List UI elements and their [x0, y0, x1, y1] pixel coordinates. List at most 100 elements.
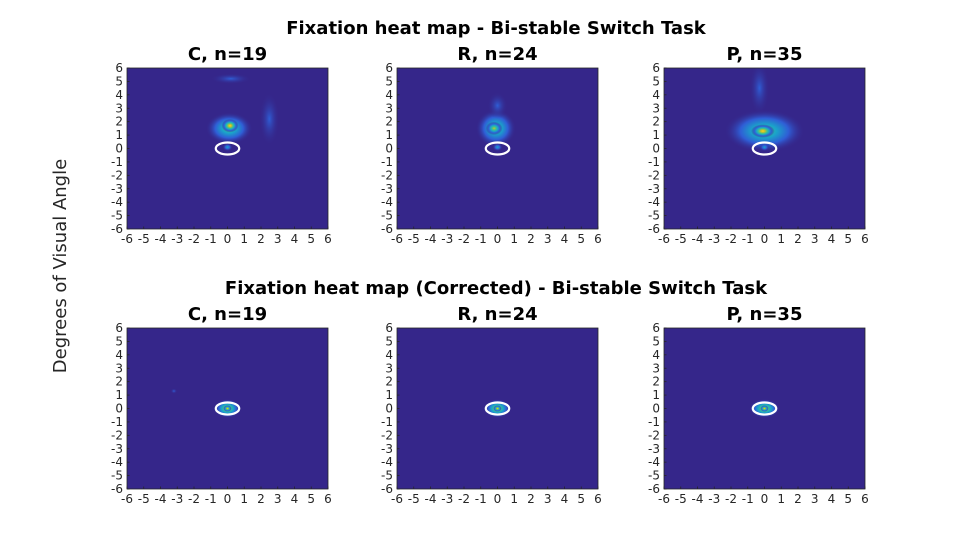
y-tick-label: 4 — [385, 88, 393, 102]
y-tick-label: -5 — [111, 469, 123, 483]
x-tick-label: 6 — [594, 492, 602, 506]
y-tick-label: 1 — [115, 388, 123, 402]
y-tick-label: -3 — [381, 442, 393, 456]
y-tick-label: 6 — [652, 61, 660, 75]
y-tick-label: -6 — [111, 482, 123, 496]
x-tick-label: -4 — [425, 492, 437, 506]
x-tick-label: 6 — [324, 232, 332, 246]
x-tick-label: -5 — [138, 492, 150, 506]
y-tick-label: -2 — [111, 168, 123, 182]
y-tick-label: -3 — [648, 182, 660, 196]
x-tick-label: 0 — [761, 492, 769, 506]
heatmap-panel: -6 -5 -4 -3 -2 -1 0 1 2 3 4 5 66543210-1-2-3-4-5-6P,… — [648, 44, 869, 246]
x-tick-label: -1 — [742, 232, 754, 246]
x-tick-label: -3 — [171, 492, 183, 506]
hotspot — [210, 73, 251, 85]
y-tick-label: 4 — [652, 88, 660, 102]
x-tick-label: 4 — [291, 232, 299, 246]
y-tick-label: -4 — [111, 195, 123, 209]
y-tick-label: 5 — [385, 334, 393, 348]
x-tick-label: -6 — [658, 492, 670, 506]
y-tick-label: 2 — [652, 115, 660, 129]
y-tick-label: 5 — [115, 74, 123, 88]
y-tick-label: 4 — [385, 348, 393, 362]
y-tick-label: -5 — [111, 209, 123, 223]
y-tick-label: -5 — [381, 209, 393, 223]
heatmap-panel: -6 -5 -4 -3 -2 -1 0 1 2 3 4 5 66543210-1-2-3-4-5-6C,… — [111, 304, 332, 506]
x-tick-label: -5 — [138, 232, 150, 246]
y-tick-label: 2 — [652, 375, 660, 389]
y-tick-label: -1 — [111, 415, 123, 429]
y-tick-label: 0 — [652, 142, 660, 156]
x-tick-label: -1 — [205, 232, 217, 246]
x-tick-label: 6 — [324, 492, 332, 506]
y-tick-label: 3 — [652, 361, 660, 375]
x-tick-label: -2 — [458, 232, 470, 246]
x-tick-label: -2 — [188, 232, 200, 246]
y-tick-label: 0 — [115, 402, 123, 416]
x-tick-label: -2 — [188, 492, 200, 506]
y-tick-label: 1 — [115, 128, 123, 142]
y-tick-label: 6 — [115, 61, 123, 75]
x-tick-label: 1 — [777, 232, 785, 246]
hotspot — [751, 124, 775, 138]
x-tick-label: 6 — [594, 232, 602, 246]
x-tick-label: 3 — [544, 492, 552, 506]
hotspot — [487, 92, 508, 119]
y-tick-label: -2 — [381, 428, 393, 442]
hotspot — [485, 121, 503, 136]
y-tick-label: -1 — [381, 415, 393, 429]
y-tick-label: -1 — [648, 415, 660, 429]
x-tick-label: 4 — [291, 492, 299, 506]
y-tick-label: 6 — [115, 321, 123, 335]
hotspot-layer — [724, 68, 805, 153]
y-tick-label: 2 — [385, 115, 393, 129]
x-tick-label: -5 — [675, 232, 687, 246]
y-tick-label: -3 — [381, 182, 393, 196]
x-tick-label: -6 — [121, 492, 133, 506]
hotspot — [259, 92, 280, 146]
x-tick-label: 1 — [510, 232, 518, 246]
section-title-corrected: Fixation heat map (Corrected) - Bi-stabl… — [225, 278, 768, 299]
y-tick-label: -6 — [648, 222, 660, 236]
x-tick-label: -1 — [205, 492, 217, 506]
y-tick-label: 2 — [115, 115, 123, 129]
y-tick-label: -5 — [648, 209, 660, 223]
x-tick-label: 6 — [861, 232, 869, 246]
y-tick-label: -4 — [381, 455, 393, 469]
x-tick-label: 2 — [527, 232, 535, 246]
y-tick-label: -6 — [111, 222, 123, 236]
x-tick-label: 5 — [844, 232, 852, 246]
x-tick-label: 5 — [307, 492, 315, 506]
x-tick-label: 2 — [794, 232, 802, 246]
y-tick-label: 4 — [115, 88, 123, 102]
panel-title: R, n=24 — [457, 304, 537, 325]
heatmap-panel: -6 -5 -4 -3 -2 -1 0 1 2 3 4 5 66543210-1-2-3-4-5-6P,… — [648, 304, 869, 506]
x-tick-label: -6 — [121, 232, 133, 246]
hotspot — [222, 143, 233, 152]
x-tick-label: 2 — [794, 492, 802, 506]
y-tick-label: -3 — [111, 182, 123, 196]
x-tick-label: 0 — [761, 232, 769, 246]
x-tick-label: -3 — [441, 232, 453, 246]
x-tick-label: -2 — [725, 492, 737, 506]
y-tick-label: -4 — [111, 455, 123, 469]
hotspot-layer — [205, 73, 280, 152]
y-tick-label: -1 — [648, 155, 660, 169]
reference-circle — [484, 401, 511, 416]
reference-circle — [214, 141, 241, 156]
y-tick-label: 0 — [652, 402, 660, 416]
x-tick-label: 0 — [224, 232, 232, 246]
y-axis-label: Degrees of Visual Angle — [50, 159, 71, 373]
panel-title: C, n=19 — [188, 304, 267, 325]
y-tick-label: -2 — [648, 428, 660, 442]
x-tick-label: 1 — [240, 492, 248, 506]
reference-circle — [751, 141, 778, 156]
hotspot — [170, 388, 178, 394]
y-tick-label: 5 — [652, 334, 660, 348]
section-title-raw: Fixation heat map - Bi-stable Switch Tas… — [286, 18, 707, 39]
x-tick-label: 1 — [777, 492, 785, 506]
x-tick-label: 0 — [494, 232, 502, 246]
y-tick-label: -4 — [648, 455, 660, 469]
